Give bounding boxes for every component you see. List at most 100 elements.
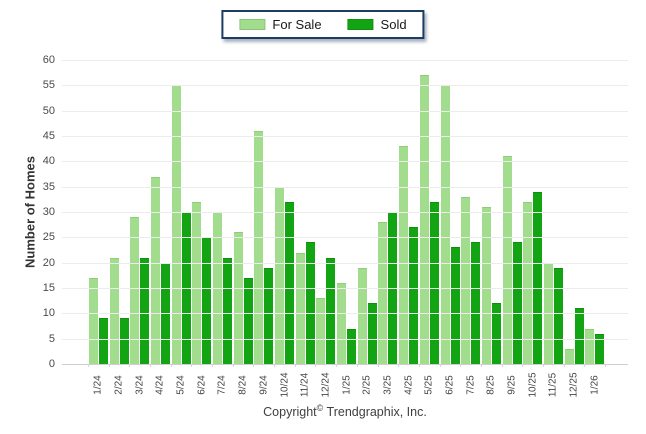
gridline: [62, 186, 628, 188]
x-tick-label: 7/24: [216, 375, 228, 395]
bar-group: [316, 258, 337, 364]
bar-group: [171, 85, 192, 364]
x-axis-tick: [356, 364, 358, 367]
gridline: [62, 288, 628, 289]
bar-for-sale: [585, 329, 595, 364]
bar-for-sale: [564, 349, 574, 364]
bar-sold: [491, 303, 501, 364]
y-tick-label: 35: [42, 180, 55, 193]
bar-for-sale: [254, 131, 264, 364]
x-axis-tick: [522, 364, 524, 367]
x-tick-label: 11/25: [547, 372, 559, 398]
y-tick-label: 30: [42, 206, 55, 218]
x-axis-tick: [294, 364, 296, 367]
bar-group: [419, 75, 440, 364]
x-label-cell: 12/25: [564, 368, 585, 402]
x-axis-tick: [212, 364, 214, 367]
bar-sold: [574, 308, 584, 364]
for-sale-swatch-icon: [239, 19, 266, 30]
legend-item-for-sale: For Sale: [239, 17, 322, 32]
gridline: [62, 212, 628, 213]
bar-sold: [140, 258, 150, 364]
bar-group: [274, 187, 295, 364]
y-tick-label: 25: [42, 231, 55, 244]
x-label-cell: 1/26: [585, 368, 606, 402]
bar-sold: [202, 237, 212, 364]
x-tick-label: 10/24: [279, 372, 291, 398]
bar-for-sale: [357, 268, 367, 364]
x-tick-label: 4/25: [403, 375, 415, 395]
x-axis-tick: [191, 364, 193, 367]
bar-for-sale: [88, 278, 98, 364]
gridline: [62, 237, 628, 239]
bar-group: [336, 283, 357, 364]
y-axis-title: Number of Homes: [22, 156, 38, 268]
y-tick-label: 0: [48, 358, 55, 370]
x-tick-label: 12/25: [568, 372, 580, 398]
x-label-cell: 1/25: [336, 368, 357, 402]
x-label-cell: 10/24: [274, 368, 295, 402]
x-label-cell: 3/25: [378, 368, 399, 402]
bar-for-sale: [378, 222, 388, 364]
x-label-cell: 2/24: [109, 368, 130, 402]
x-axis-tick: [129, 364, 131, 367]
bar-sold: [347, 329, 357, 364]
bar-for-sale: [150, 177, 160, 364]
copyright-footer: Copyright© Trendgraphix, Inc.: [62, 403, 628, 419]
x-tick-label: 6/25: [444, 375, 456, 395]
x-label-cell: 2/25: [357, 368, 378, 402]
x-axis-tick: [563, 364, 565, 367]
bar-group: [254, 131, 275, 364]
bar-sold: [512, 242, 522, 364]
bar-for-sale: [461, 197, 471, 364]
x-axis-tick: [108, 364, 110, 367]
y-tick-label: 40: [42, 155, 55, 168]
bar-for-sale: [275, 187, 285, 364]
bar-group: [295, 242, 316, 364]
bar-for-sale: [419, 75, 429, 364]
bar-for-sale: [316, 298, 326, 364]
x-tick-label: 1/26: [589, 375, 601, 395]
x-label-cell: 6/25: [440, 368, 461, 402]
copyright-suffix: Trendgraphix, Inc.: [326, 405, 427, 420]
x-tick-label: 10/25: [527, 372, 539, 398]
gridline: [62, 338, 628, 340]
bar-sold: [595, 334, 605, 364]
x-label-cell: 5/24: [171, 368, 192, 402]
gridline: [62, 85, 628, 87]
bar-for-sale: [130, 217, 140, 364]
x-tick-label: 11/24: [299, 372, 311, 398]
x-tick-label: 12/24: [320, 372, 332, 398]
x-tick-label: 4/24: [154, 375, 166, 395]
x-tick-label: 8/24: [237, 375, 249, 395]
bar-for-sale: [481, 207, 491, 364]
bar-group: [357, 268, 378, 364]
x-label-cell: 11/25: [543, 368, 564, 402]
bar-sold: [285, 202, 295, 364]
copyright-prefix: Copyright: [263, 405, 317, 420]
bar-group: [398, 146, 419, 364]
x-label-cell: 9/24: [254, 368, 275, 402]
x-label-cell: 6/24: [191, 368, 212, 402]
x-tick-label: 8/25: [485, 375, 497, 395]
x-label-cell: 1/24: [88, 368, 109, 402]
x-tick-label: 1/24: [92, 375, 104, 395]
x-axis-tick: [480, 364, 482, 367]
x-axis-tick: [418, 364, 420, 367]
y-tick-label: 55: [42, 79, 55, 92]
bar-group: [150, 177, 171, 364]
x-tick-label: 1/25: [341, 375, 353, 395]
bar-group: [109, 258, 130, 364]
bar-for-sale: [233, 232, 243, 364]
gridline: [62, 60, 628, 61]
y-tick-label: 15: [42, 282, 55, 294]
legend-item-sold: Sold: [347, 17, 407, 32]
x-label-cell: 10/25: [522, 368, 543, 402]
gridline: [62, 136, 628, 137]
bar-group: [564, 308, 585, 364]
x-axis-tick: [315, 364, 317, 367]
x-tick-label: 5/25: [423, 375, 435, 395]
x-axis-tick: [88, 364, 89, 367]
legend: For Sale Sold: [221, 10, 425, 39]
bar-group: [481, 207, 502, 364]
